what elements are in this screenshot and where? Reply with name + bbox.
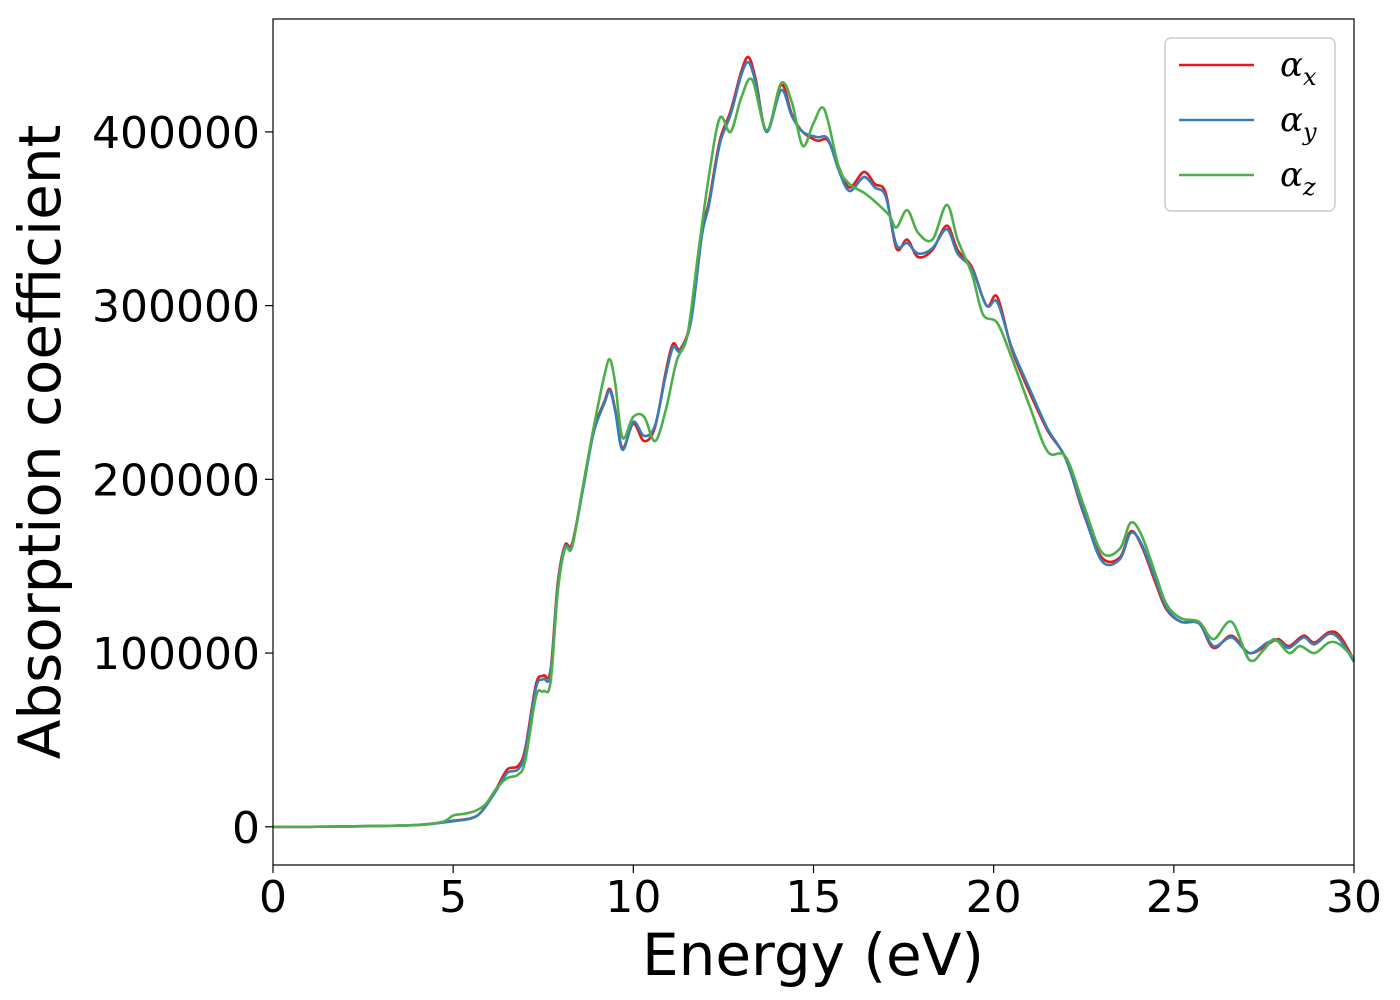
series-line-y xyxy=(273,60,1356,829)
x-tick-label: 10 xyxy=(605,872,661,923)
x-tick-label: 15 xyxy=(786,872,842,923)
series-line-z xyxy=(273,77,1355,829)
x-axis-title: Energy (eV) xyxy=(642,921,984,989)
y-axis: 0 100000 200000 300000 400000 xyxy=(92,108,273,854)
legend-box xyxy=(1164,37,1336,212)
y-tick-label: 400000 xyxy=(92,108,260,159)
x-tick-label: 20 xyxy=(966,872,1022,923)
x-axis: 0 5 10 15 20 25 30 xyxy=(259,865,1382,923)
y-tick-label: 100000 xyxy=(92,629,260,680)
y-tick-label: 0 xyxy=(232,803,260,854)
x-tick-label: 5 xyxy=(439,872,467,923)
legend-label-x: αx xyxy=(1280,45,1317,91)
x-tick-label: 0 xyxy=(259,872,287,923)
x-tick-label: 25 xyxy=(1146,872,1202,923)
y-axis-title: Absorption coefficient xyxy=(6,125,74,760)
x-tick-label: 30 xyxy=(1326,872,1382,923)
series-layer xyxy=(273,55,1356,829)
y-tick-label: 200000 xyxy=(92,455,260,506)
y-tick-label: 300000 xyxy=(92,282,260,333)
